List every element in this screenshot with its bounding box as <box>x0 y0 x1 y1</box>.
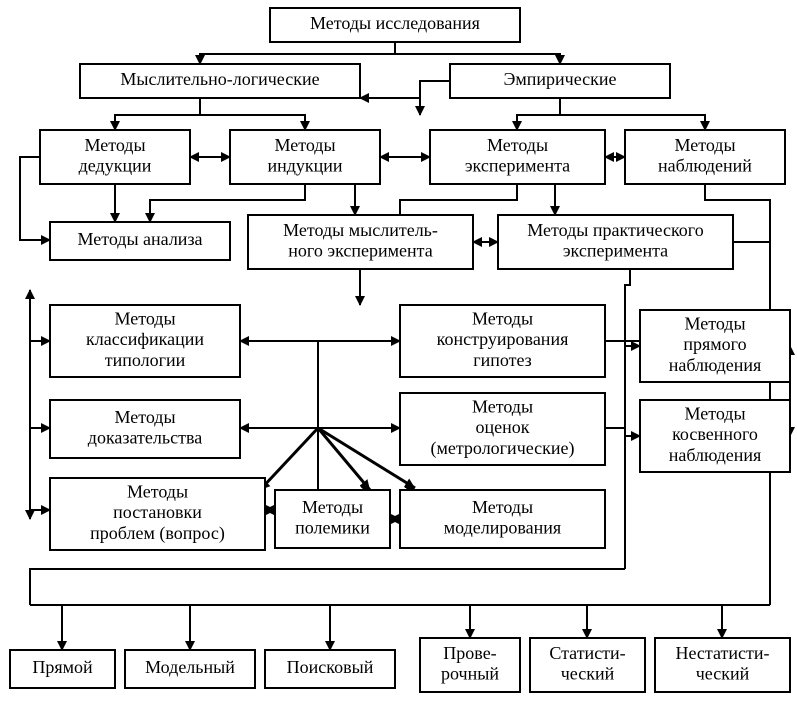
node-dok: Методыдоказательства <box>50 400 240 458</box>
node-label: эксперимента <box>465 155 570 175</box>
node-label: Мыслительно-логические <box>120 69 319 89</box>
node-label: доказательства <box>88 427 202 447</box>
edge <box>260 428 318 490</box>
nodes: Методы исследования Мыслительно-логически… <box>10 8 790 692</box>
node-label: рочный <box>441 663 499 683</box>
node-label: Методы <box>487 135 548 155</box>
node-mexp: Методы мыслитель-ного эксперимента <box>248 215 473 269</box>
node-label: прямого <box>683 334 746 354</box>
node-dobs: Методыпрямогонаблюдения <box>640 310 790 382</box>
node-label: Методы <box>302 497 363 517</box>
node-pexp: Методы практическогоэксперимента <box>498 215 733 269</box>
node-logic: Мыслительно-логические <box>80 64 360 98</box>
node-label: оценок <box>476 417 530 437</box>
node-label: ческий <box>561 663 615 683</box>
node-label: Прове- <box>443 643 496 663</box>
node-b5: Статисти-ческий <box>530 638 645 692</box>
node-root: Методы исследования <box>270 8 520 42</box>
node-b6: Нестатисти-ческий <box>655 638 790 692</box>
node-label: Методы <box>684 403 745 423</box>
node-label: наблюдения <box>669 355 762 375</box>
edge <box>200 42 395 64</box>
flowchart: Методы исследования Мыслительно-логически… <box>0 0 797 717</box>
node-label: Методы <box>114 308 175 328</box>
node-label: наблюдения <box>669 445 762 465</box>
edge <box>517 98 560 130</box>
node-label: полемики <box>295 517 370 537</box>
edge <box>560 98 705 130</box>
node-label: Методы <box>84 135 145 155</box>
node-label: дедукции <box>79 155 152 175</box>
node-label: наблюдений <box>658 155 752 175</box>
node-b2: Модельный <box>125 650 255 688</box>
edge <box>318 428 370 490</box>
node-b4: Прове-рочный <box>420 638 520 692</box>
node-label: постановки <box>113 502 202 522</box>
node-b3: Поисковый <box>265 650 395 688</box>
edge <box>115 98 200 130</box>
node-label: классификации <box>86 329 204 349</box>
edge <box>30 569 625 605</box>
edge <box>625 269 630 569</box>
node-label: Методы мыслитель- <box>283 220 438 240</box>
node-label: ческий <box>696 663 750 683</box>
node-label: эксперимента <box>563 240 668 260</box>
node-label: Нестатисти- <box>675 643 769 663</box>
node-iobs: Методыкосвенногонаблюдения <box>640 400 790 472</box>
node-oce: Методыоценок(метрологические) <box>400 393 605 465</box>
node-ind: Методыиндукции <box>230 130 380 184</box>
node-label: Методы <box>684 313 745 333</box>
node-exp: Методыэксперимента <box>430 130 605 184</box>
node-label: косвенного <box>672 424 758 444</box>
node-ded: Методыдедукции <box>40 130 190 184</box>
node-prob: Методыпостановкипроблем (вопрос) <box>50 478 265 550</box>
node-obs: Методынаблюдений <box>625 130 785 184</box>
node-b1: Прямой <box>10 650 115 688</box>
node-label: типологии <box>105 350 186 370</box>
node-label: проблем (вопрос) <box>90 523 225 544</box>
node-mod: Методымоделирования <box>400 490 605 548</box>
node-label: (метрологические) <box>430 438 574 459</box>
node-label: Поисковый <box>287 657 374 677</box>
node-label: Методы <box>472 308 533 328</box>
node-label: Методы анализа <box>77 229 202 249</box>
edge <box>200 98 305 130</box>
node-label: моделирования <box>444 517 561 537</box>
edge <box>420 81 450 115</box>
node-label: индукции <box>267 155 342 175</box>
node-label: Методы <box>674 135 735 155</box>
node-label: Модельный <box>145 657 235 677</box>
node-label: Методы исследования <box>310 13 480 33</box>
node-label: гипотез <box>473 350 532 370</box>
node-label: Статисти- <box>549 643 625 663</box>
node-label: Прямой <box>32 657 93 677</box>
node-label: Методы <box>472 497 533 517</box>
node-empir: Эмпирические <box>450 64 670 98</box>
node-label: Методы <box>114 407 175 427</box>
node-label: Методы <box>472 396 533 416</box>
node-label: Эмпирические <box>503 69 616 89</box>
node-label: Методы <box>274 135 335 155</box>
node-label: Методы <box>127 481 188 501</box>
node-label: Методы практического <box>527 220 704 240</box>
node-label: ного эксперимента <box>288 240 432 260</box>
edge <box>395 42 560 64</box>
node-klass: Методыклассификациитипологии <box>50 305 240 377</box>
node-ana: Методы анализа <box>50 222 230 260</box>
node-label: конструирования <box>437 329 569 349</box>
node-hyp: Методыконструированиягипотез <box>400 305 605 377</box>
node-pol: Методыполемики <box>275 490 390 548</box>
